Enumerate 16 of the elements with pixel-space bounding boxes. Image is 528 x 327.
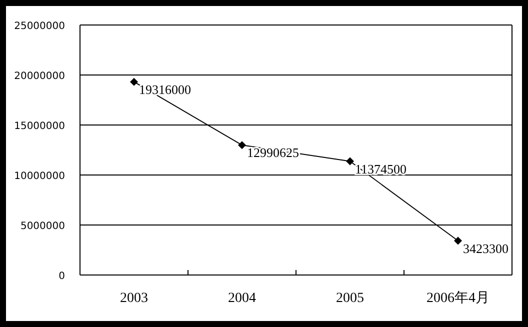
y-tick-label: 10000000 (14, 171, 65, 182)
point (238, 141, 246, 150)
y-tick-label: 25000000 (14, 21, 65, 32)
y-tick-label: 0 (58, 271, 65, 282)
x-tick-label: 2006年4月 (426, 290, 490, 306)
data-label: 3423300 (463, 240, 508, 256)
point (454, 236, 462, 245)
x-tick-label: 2004 (228, 291, 256, 306)
y-tick-label: 20000000 (14, 71, 65, 82)
y-tick-label: 15000000 (14, 121, 65, 132)
data-label: 12990625 (247, 145, 299, 160)
point (346, 157, 354, 166)
y-tick-label: 5000000 (20, 221, 65, 232)
point (130, 78, 138, 86)
x-tick-label: 2003 (120, 291, 148, 306)
x-tick-label: 2005 (336, 291, 364, 306)
